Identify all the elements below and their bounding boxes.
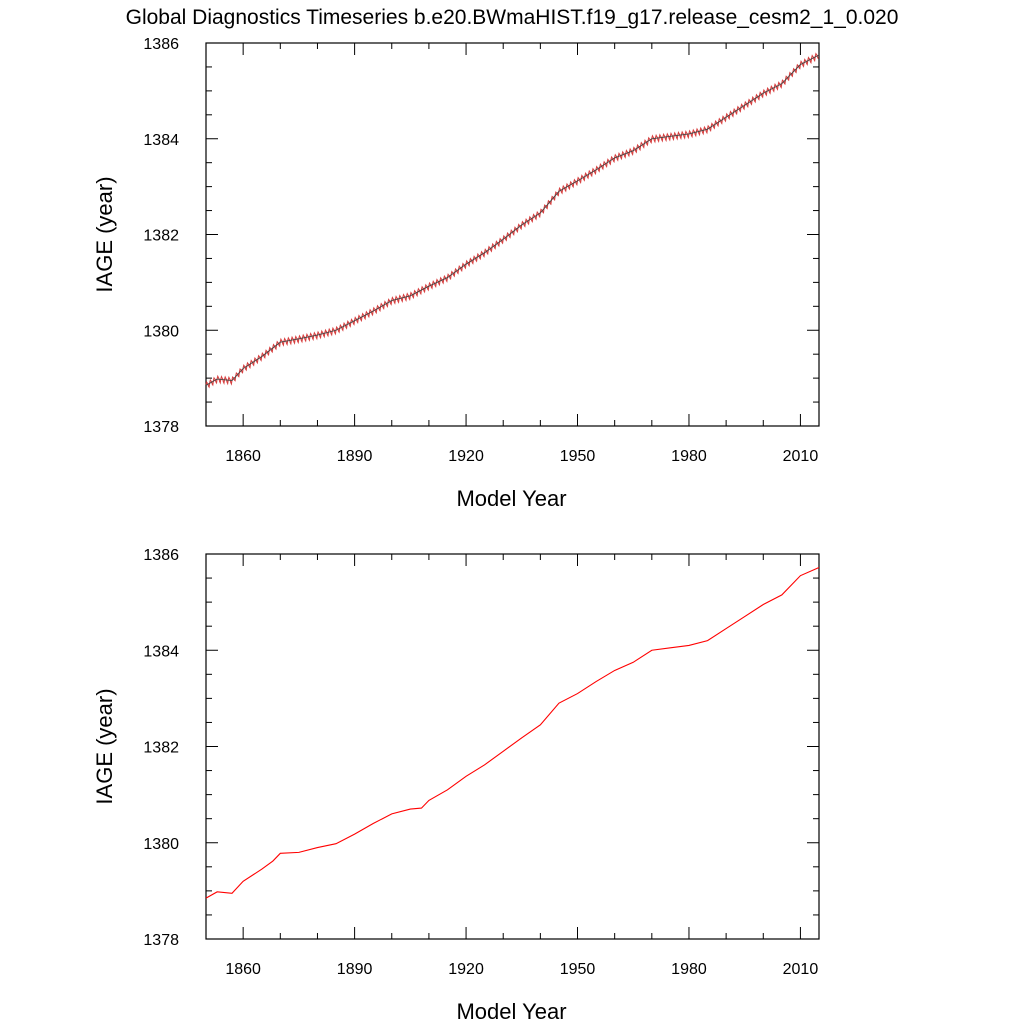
top-panel: 1860 1890 1920 1950 1980 2010 1378 1380 1382 1384… (92, 36, 820, 511)
x-axis-label: Model Year (456, 999, 566, 1024)
y-tick-label: 1386 (143, 36, 179, 53)
y-tick-label: 1380 (143, 323, 179, 340)
x-tick-label: 2010 (783, 961, 819, 978)
x-tick-label: 1890 (337, 448, 373, 465)
x-tick-label: 1980 (671, 961, 707, 978)
y-tick-label: 1384 (143, 132, 179, 149)
monthly-series-line (205, 54, 820, 386)
annual-series-line (205, 566, 820, 899)
figure-title: Global Diagnostics Timeseries b.e20.BWma… (126, 6, 899, 29)
x-tick-label: 1860 (225, 448, 261, 465)
x-axis-label: Model Year (456, 486, 566, 511)
plot-frame (205, 42, 820, 427)
y-tick-label: 1382 (143, 228, 179, 245)
x-tick-label: 1860 (225, 961, 261, 978)
y-tick-label: 1384 (143, 643, 179, 660)
y-tick-label: 1380 (143, 836, 179, 853)
seasonal-cycle-line (205, 52, 819, 389)
x-tick-label: 1950 (560, 961, 596, 978)
y-tick-label: 1386 (143, 547, 179, 564)
x-tick-label: 1950 (560, 448, 596, 465)
y-tick-label: 1382 (143, 740, 179, 757)
bottom-panel: 1860 1890 1920 1950 1980 2010 1378 1380 1382 1384… (92, 547, 820, 1024)
x-tick-label: 1890 (337, 961, 373, 978)
y-tick-label: 1378 (143, 932, 179, 949)
x-tick-label: 1920 (448, 448, 484, 465)
y-tick-label: 1378 (143, 419, 179, 436)
plot-frame (205, 553, 820, 940)
x-tick-label: 1920 (448, 961, 484, 978)
x-tick-label: 2010 (783, 448, 819, 465)
x-tick-label: 1980 (671, 448, 707, 465)
y-axis-label: IAGE (year) (92, 176, 117, 292)
y-axis-label: IAGE (year) (92, 688, 117, 804)
